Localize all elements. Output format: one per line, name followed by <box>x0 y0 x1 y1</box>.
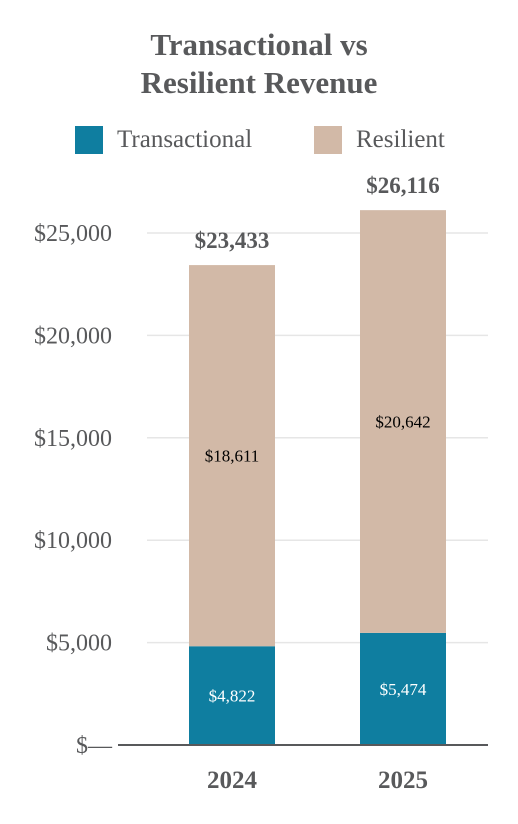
x-tick-label: 2024 <box>207 767 258 794</box>
y-tick-label: $25,000 <box>34 221 112 247</box>
bar-total-label: $26,116 <box>366 173 439 198</box>
legend-label-resilient: Resilient <box>356 126 445 153</box>
bar-segment-value-label: $20,642 <box>375 413 430 432</box>
y-tick-label: $10,000 <box>34 528 112 554</box>
bar-total-label: $23,433 <box>195 228 270 253</box>
bar-segment-value-label: $18,611 <box>205 447 260 466</box>
legend-item-resilient: Resilient <box>314 124 445 156</box>
y-tick-label: $15,000 <box>34 426 112 452</box>
x-tick-label: 2025 <box>378 767 428 794</box>
legend-item-transactional: Transactional <box>75 124 252 156</box>
legend-label-transactional: Transactional <box>117 126 253 153</box>
bar-segment <box>360 210 446 633</box>
y-tick-label: $5,000 <box>46 631 112 657</box>
bar-segment <box>360 632 446 745</box>
chart-title-line-1: Transactional vs <box>150 27 368 62</box>
bar-segment <box>189 265 275 647</box>
bar-segment-value-label: $5,474 <box>380 680 427 699</box>
legend-swatch-transactional <box>75 126 103 154</box>
bar-segment <box>189 646 275 745</box>
chart-legend: Transactional Resilient <box>0 124 518 156</box>
y-tick-label: $— <box>76 733 113 759</box>
bar-segment-value-label: $4,822 <box>209 687 256 706</box>
legend-swatch-resilient <box>314 126 342 154</box>
chart-title: Transactional vs Resilient Revenue <box>0 26 518 102</box>
chart-title-line-2: Resilient Revenue <box>140 65 378 100</box>
y-tick-label: $20,000 <box>34 323 112 349</box>
